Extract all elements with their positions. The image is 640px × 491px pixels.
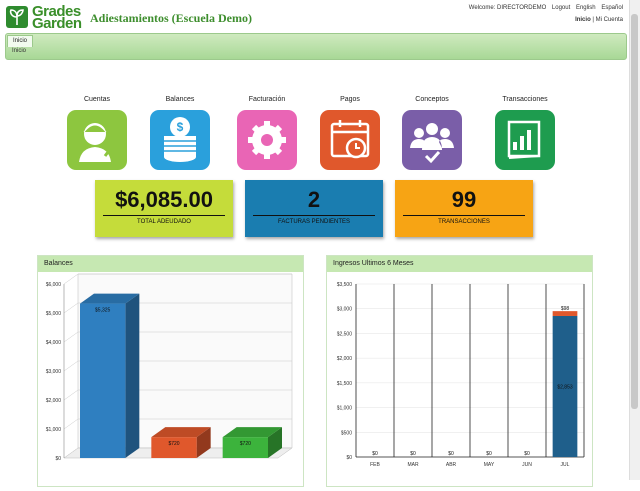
cuentas-icon[interactable] (67, 110, 127, 170)
y-tick-label: $2,500 (337, 331, 353, 337)
home-link[interactable]: Inicio (575, 17, 591, 23)
logout-link[interactable]: Logout (551, 5, 571, 11)
scrollbar-thumb[interactable] (631, 14, 638, 409)
bar-side (125, 293, 140, 458)
nav-bar (5, 33, 627, 60)
y-tick-label: $1,500 (337, 381, 353, 387)
facturacion-icon[interactable] (237, 110, 297, 170)
value-label: $0 (410, 451, 416, 457)
grid-line (63, 302, 292, 314)
y-tick-label: $5,000 (46, 311, 62, 317)
x-tick-label: ABR (446, 462, 457, 468)
transacciones-icon[interactable] (495, 110, 555, 170)
y-tick-label: $3,000 (337, 307, 353, 313)
panel-title: Balances (38, 256, 303, 272)
stat-value: 99 (451, 187, 477, 212)
value-label: $98 (561, 306, 570, 312)
y-tick-label: $3,500 (337, 282, 353, 288)
income-chart: $0 $500 $1,000 $1,500 $2,000 $2,500 $3,000 $3,5… (337, 282, 585, 468)
bar-segment (552, 315, 578, 457)
logo-leaf (9, 9, 24, 25)
welcome: Welcome: DIRECTORDEMO (468, 5, 547, 11)
conceptos-icon[interactable] (402, 110, 462, 170)
body: { "header": { "logo": ["Grades", "Garden… (5, 0, 640, 487)
bar-side (268, 427, 282, 458)
grid-line (63, 273, 292, 285)
bar-top (151, 427, 211, 438)
y-tick-label: $1,000 (337, 406, 353, 412)
shortcut-label: Cuentas (83, 96, 111, 103)
x-tick-label: FEB (370, 462, 380, 468)
y-tick-label: $0 (55, 456, 61, 462)
svg-text:$: $ (177, 120, 184, 134)
shortcut-label: Pagos (340, 96, 360, 103)
school-title: Adiestamientos (Escuela Demo) (90, 11, 252, 25)
breadcrumb[interactable]: Inicio (12, 48, 27, 54)
panel-title: Ingresos Ultimos 6 Meses (327, 256, 592, 272)
bar (222, 437, 268, 458)
stat-rule (253, 215, 375, 216)
page: Grades Garden html, body { margin: 0; pa… (5, 0, 640, 487)
panel: Balances $0 $1,000 $2,000 $3,000 $4,000 $5,00… (37, 255, 304, 487)
value-label: $5,325 (95, 308, 111, 314)
stat-label: TRANSACCIONES (438, 219, 490, 225)
stat-card: 2 FACTURAS PENDIENTES (245, 180, 383, 237)
value-label: $0 (524, 451, 530, 457)
nav-tab[interactable]: Inicio (7, 35, 34, 47)
grid-line (63, 389, 292, 401)
logo-text: Grades (32, 3, 81, 20)
value-label: $720 (240, 441, 251, 447)
bar (80, 303, 126, 458)
spanish-link[interactable]: Español (601, 5, 623, 11)
stat-rule (103, 215, 225, 216)
bar-side (196, 427, 211, 458)
shortcut-label: Balances (165, 96, 195, 103)
bar (151, 437, 197, 458)
x-tick-label: JUL (561, 462, 570, 468)
logo-icon (6, 6, 28, 28)
y-tick-label: $0 (346, 455, 352, 461)
stat-value: 2 (307, 187, 321, 212)
grid-line (63, 331, 292, 343)
balances-chart: $0 $1,000 $2,000 $3,000 $4,000 $5,000 $6,000 $5… (46, 273, 293, 462)
logo-text: Garden (32, 15, 82, 32)
shortcut-label: Transacciones (502, 96, 548, 103)
x-tick-label: JUN (522, 462, 532, 468)
y-tick-label: $2,000 (46, 398, 62, 404)
stat-rule (403, 215, 525, 216)
english-link[interactable]: English (575, 5, 596, 11)
balances-icon[interactable]: $ (150, 110, 210, 170)
panel: Ingresos Ultimos 6 Meses $0 $500 $1,000 $1,… (326, 255, 593, 487)
x-tick-label: MAY (484, 462, 495, 468)
y-tick-label: $6,000 (46, 282, 62, 288)
account-link[interactable]: Mi Cuenta (595, 17, 623, 23)
x-tick-label: MAR (407, 462, 419, 468)
grid-line (63, 418, 292, 430)
y-tick-label: $3,000 (46, 369, 62, 375)
y-tick-label: $4,000 (46, 340, 62, 346)
shortcut-label: Facturación (248, 96, 286, 103)
stat-label: TOTAL ADEUDADO (137, 219, 191, 225)
bar-segment (552, 311, 578, 316)
top-links: Welcome: DIRECTORDEMO Logout English Esp… (469, 5, 623, 11)
stat-card: 99 TRANSACCIONES (395, 180, 533, 237)
value-label: $0 (448, 451, 454, 457)
y-tick-label: $2,000 (337, 356, 353, 362)
pagos-icon[interactable] (320, 110, 380, 170)
stat-label: FACTURAS PENDIENTES (277, 219, 350, 225)
y-tick-label: $1,000 (46, 427, 62, 433)
shortcut-label: Conceptos (415, 96, 449, 103)
stat-card: $6,085.00 TOTAL ADEUDADO (95, 180, 233, 237)
bar-top (222, 427, 282, 438)
value-label: $720 (168, 441, 179, 447)
account-links: Inicio | Mi Cuenta (575, 17, 623, 23)
grid-line (63, 447, 292, 459)
grid-line (63, 360, 292, 372)
value-label: $0 (372, 451, 378, 457)
value-label: $0 (486, 451, 492, 457)
value-label: $2,853 (557, 384, 573, 390)
stat-value: $6,085.00 (115, 187, 213, 212)
y-tick-label: $500 (341, 430, 352, 436)
bar-top (80, 293, 140, 304)
